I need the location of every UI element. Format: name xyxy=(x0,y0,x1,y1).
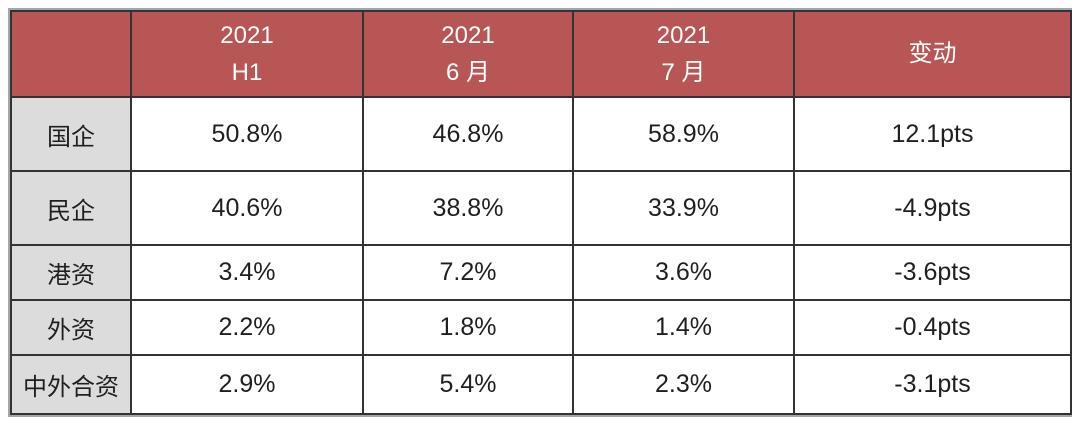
col-header-line2: H1 xyxy=(231,58,263,86)
col-header-line1: 2021 xyxy=(656,21,711,49)
cell-2021-jun: 5.4% xyxy=(362,354,574,415)
cell-2021-h1: 2.9% xyxy=(130,354,364,415)
cell-2021-jul: 3.6% xyxy=(572,244,795,301)
cell-2021-jun: 38.8% xyxy=(362,170,574,246)
table-row: 民企 40.6% 38.8% 33.9% -4.9pts xyxy=(10,170,1072,246)
col-header-2021-h1: 2021 H1 xyxy=(130,10,364,98)
cell-change: -3.1pts xyxy=(793,354,1072,415)
cell-2021-h1: 40.6% xyxy=(130,170,364,246)
col-header-line1: 2021 xyxy=(441,21,495,49)
cell-2021-jul: 1.4% xyxy=(572,299,795,356)
cell-2021-jun: 46.8% xyxy=(362,96,574,172)
cell-2021-jul: 2.3% xyxy=(572,354,795,415)
cell-2021-jun: 7.2% xyxy=(362,244,574,301)
header-row: 2021 H1 2021 6 月 2021 7 月 xyxy=(10,10,1072,98)
cell-change: -0.4pts xyxy=(793,299,1072,356)
cell-change: -3.6pts xyxy=(793,244,1072,301)
cell-2021-h1: 50.8% xyxy=(130,96,364,172)
col-header-line2: 6 月 xyxy=(445,58,490,86)
row-label: 中外合资 xyxy=(10,354,132,415)
col-header-line1: 2021 xyxy=(220,21,274,49)
row-label: 外资 xyxy=(10,299,132,356)
cell-change: -4.9pts xyxy=(793,170,1072,246)
table-row: 外资 2.2% 1.8% 1.4% -0.4pts xyxy=(10,299,1072,356)
col-header-2021-jul: 2021 7 月 xyxy=(572,10,795,98)
table-row: 中外合资 2.9% 5.4% 2.3% -3.1pts xyxy=(10,354,1072,415)
table-row: 国企 50.8% 46.8% 58.9% 12.1pts xyxy=(10,96,1072,172)
cell-2021-h1: 3.4% xyxy=(130,244,364,301)
row-label: 国企 xyxy=(10,96,132,172)
row-label: 民企 xyxy=(10,170,132,246)
col-header-change: 变动 xyxy=(793,10,1072,98)
cell-2021-jul: 33.9% xyxy=(572,170,795,246)
cell-2021-h1: 2.2% xyxy=(130,299,364,356)
col-header-line1: 变动 xyxy=(908,40,957,67)
ownership-share-table-wrap: 2021 H1 2021 6 月 2021 7 月 xyxy=(8,8,1072,417)
col-header-2021-jun: 2021 6 月 xyxy=(362,10,574,98)
cell-change: 12.1pts xyxy=(793,96,1072,172)
table-row: 港资 3.4% 7.2% 3.6% -3.6pts xyxy=(10,244,1072,301)
corner-cell xyxy=(10,10,132,98)
row-label: 港资 xyxy=(10,244,132,301)
col-header-line2: 7 月 xyxy=(661,58,706,86)
cell-2021-jul: 58.9% xyxy=(572,96,795,172)
table-body: 国企 50.8% 46.8% 58.9% 12.1pts 民企 40.6% 38… xyxy=(10,96,1072,415)
ownership-share-table: 2021 H1 2021 6 月 2021 7 月 xyxy=(10,10,1072,415)
cell-2021-jun: 1.8% xyxy=(362,299,574,356)
